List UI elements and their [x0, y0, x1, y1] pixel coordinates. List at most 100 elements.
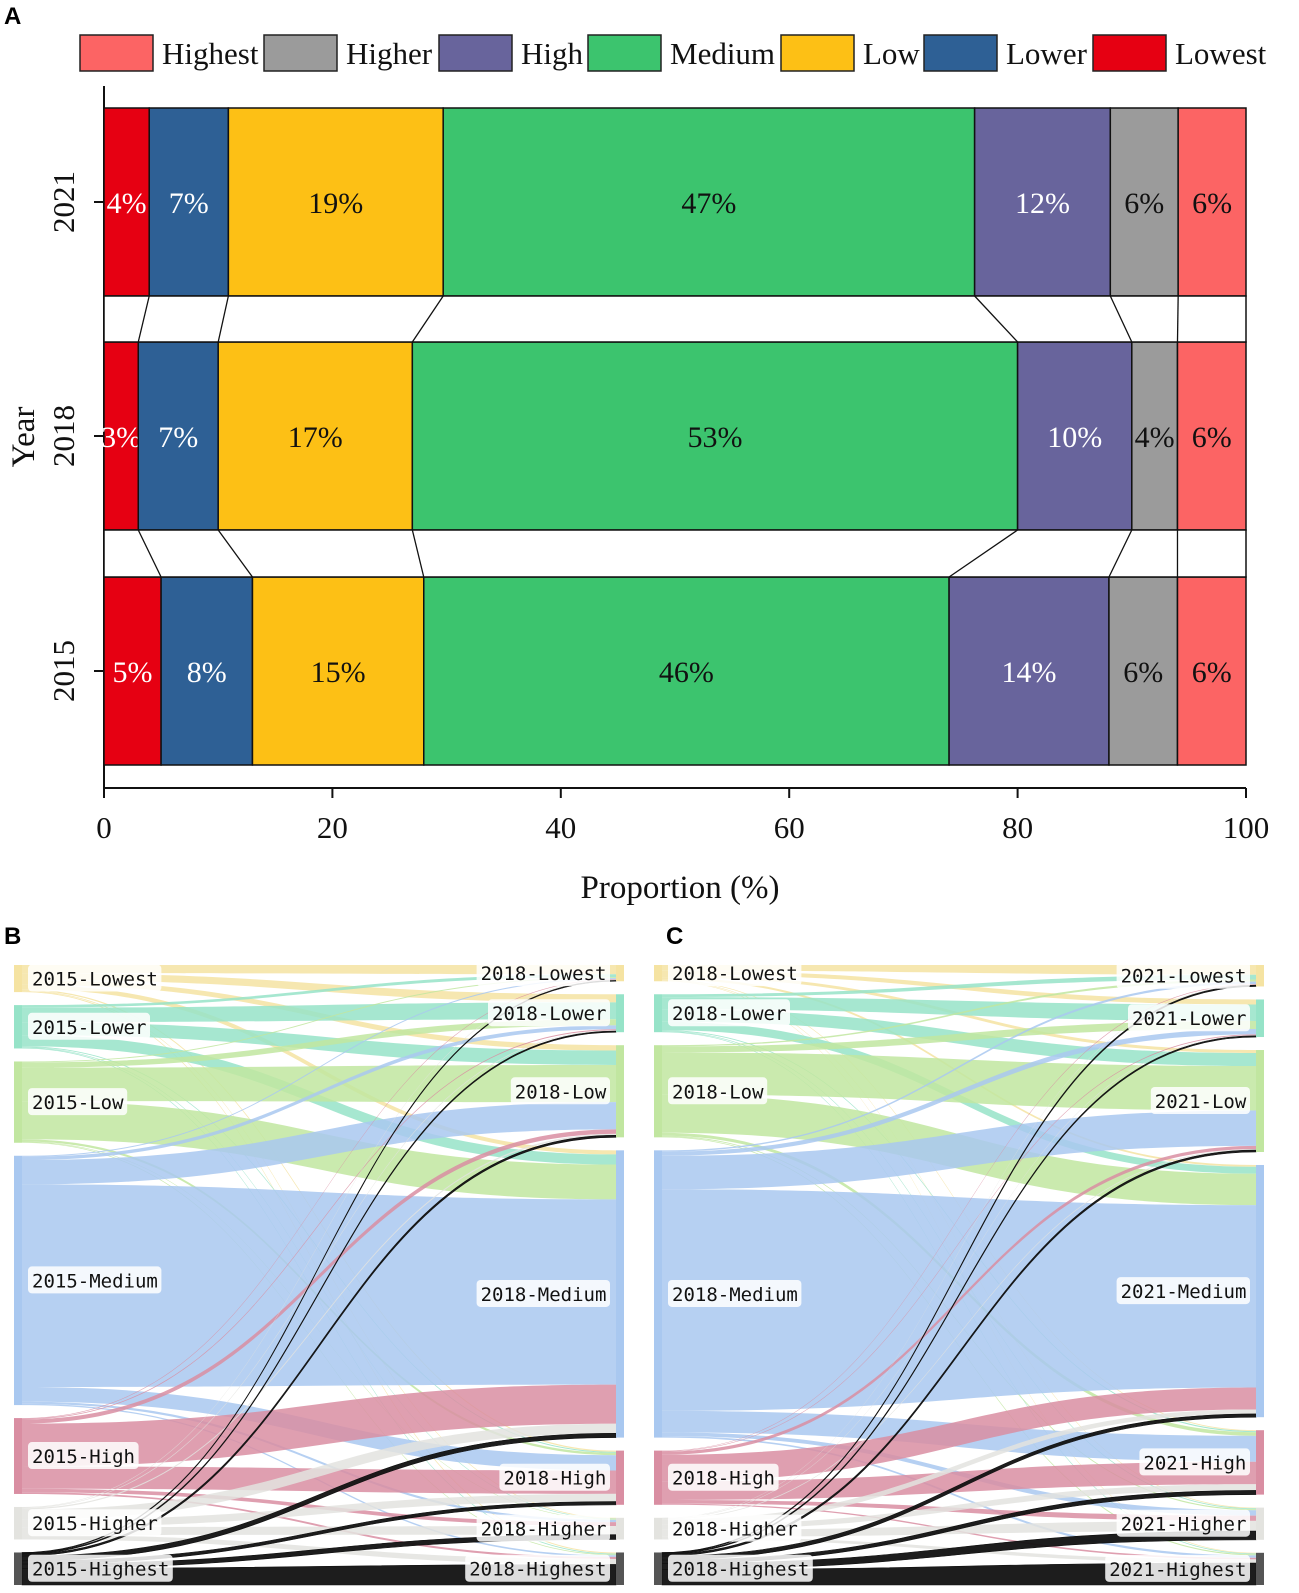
sankey-link-2-2 [662, 1052, 1256, 1111]
sankey-link-5-5 [22, 1526, 616, 1535]
node-label-2018-low: 2018-Low [515, 1081, 607, 1103]
sankey-node-2021-medium [1256, 1164, 1264, 1418]
legend-swatch-highest [79, 34, 154, 72]
legend-swatch-low [780, 34, 855, 72]
sankey-link-3-3 [22, 1184, 616, 1387]
stacked-bar-chart: A Highest Higher High Medium Low Lower Lowest 0 2… [4, 3, 1269, 906]
sankey-link-4-3 [662, 1387, 1256, 1482]
y-tick-label-2015: 2015 [46, 640, 81, 702]
legend-label-low: Low [863, 36, 920, 71]
sankey-link-4-6 [22, 1492, 616, 1559]
legend-label-lowest: Lowest [1175, 36, 1267, 71]
node-label-2018-lowest: 2018-Lowest [672, 963, 798, 985]
bar-label-2015-low: 15% [311, 656, 366, 689]
bar-2015-higher [1108, 576, 1179, 766]
node-label-2018-higher: 2018-Higher [672, 1519, 798, 1541]
node-label-2018-high: 2018-High [503, 1468, 606, 1490]
bar-2015-medium [423, 576, 950, 766]
bar-label-2018-high: 10% [1047, 421, 1102, 454]
sankey-link-4-2 [662, 1145, 1256, 1455]
node-label-bg [476, 1279, 610, 1307]
node-label-bg [668, 1514, 802, 1542]
sankey-link-3-5 [22, 1401, 616, 1523]
bar-label-2015-lowest: 5% [113, 656, 153, 689]
node-label-2021-highest: 2021-Highest [1109, 1559, 1246, 1581]
sankey-node-2018-lower [654, 994, 662, 1033]
sankey-node-2018-higher [616, 1517, 624, 1540]
sankey-node-2015-higher [14, 1506, 22, 1540]
bar-label-2021-highest: 6% [1192, 187, 1232, 220]
connector-line [137, 529, 162, 578]
connector-line [948, 529, 1018, 578]
connector-line [217, 295, 230, 343]
node-label-2021-higher: 2021-Higher [1121, 1514, 1247, 1536]
sankey-node-2018-lowest [616, 965, 624, 982]
connector-line [411, 529, 425, 578]
bar-label-2021-higher: 6% [1124, 187, 1164, 220]
node-label-bg [1150, 1087, 1250, 1115]
bar-2021-higher [1109, 107, 1179, 297]
sankey-link-5-3 [22, 1423, 616, 1520]
node-label-bg [499, 1463, 610, 1491]
bar-label-2015-highest: 6% [1192, 656, 1232, 689]
sankey-node-2018-low [616, 1045, 624, 1138]
sankey-link-6-4 [21, 1501, 617, 1565]
sankey-link-2-0 [662, 979, 1256, 1047]
node-label-2021-low: 2021-Low [1155, 1091, 1247, 1113]
bar-2015-highest [1176, 576, 1247, 766]
sankey-link-4-4 [662, 1461, 1256, 1501]
node-label-2021-lowest: 2021-Lowest [1121, 966, 1247, 988]
bar-label-2018-medium: 53% [687, 421, 742, 454]
sankey-link-2-0 [22, 977, 616, 1063]
node-label-2015-high: 2015-High [32, 1446, 135, 1468]
sankey-link-5-4 [662, 1484, 1256, 1530]
panel-letter-c: C [666, 923, 683, 950]
bar-label-2015-higher: 6% [1123, 656, 1163, 689]
sankey-link-1-1 [662, 997, 1256, 1021]
sankey-node-2021-high [1256, 1430, 1264, 1495]
y-tick-label-2021: 2021 [46, 171, 81, 233]
bar-2021-highest [1177, 107, 1247, 297]
sankey-link-3-0 [22, 978, 616, 1157]
sankey-node-2018-medium [616, 1150, 624, 1438]
node-label-bg [28, 964, 162, 992]
sankey-link-1-0 [22, 974, 616, 1008]
sankey-link-2-1 [662, 1020, 1256, 1053]
bar-label-2015-medium: 46% [659, 656, 714, 689]
bar-2018-low [217, 341, 414, 531]
connector-band [103, 295, 1247, 343]
legend-label-medium: Medium [670, 36, 775, 71]
sankey-link-3-1 [22, 1025, 616, 1161]
sankey-link-3-1 [662, 1028, 1256, 1156]
bar-2018-medium [411, 341, 1019, 531]
legend-swatch-higher [263, 34, 338, 72]
sankey-link-4-2 [22, 1129, 616, 1424]
sankey-node-2018-high [654, 1450, 662, 1505]
sankey-node-2018-lowest [654, 965, 662, 982]
node-label-bg [28, 1509, 162, 1537]
connector-band [103, 529, 1247, 578]
x-axis-title: Proportion (%) [581, 870, 780, 906]
sankey-link-4-0 [22, 979, 616, 1419]
node-label-2018-highest: 2018-Highest [672, 1559, 809, 1581]
sankey-node-2018-low [654, 1045, 662, 1138]
bar-label-2021-lower: 7% [169, 187, 209, 220]
node-label-bg [28, 1266, 162, 1294]
sankey-link-4-5 [662, 1500, 1256, 1521]
sankey-node-2015-lowest [14, 965, 22, 993]
sankey-link-0-0 [22, 965, 616, 975]
sankey-link-5-1 [22, 1030, 616, 1509]
sankey-link-5-2 [22, 1133, 616, 1510]
legend-swatch-high [438, 34, 513, 72]
x-tick-label: 60 [774, 810, 805, 845]
sankey-link-3-2 [662, 1110, 1256, 1190]
node-label-bg [668, 1279, 802, 1307]
node-label-2021-high: 2021-High [1143, 1452, 1246, 1474]
node-label-bg [1116, 1277, 1250, 1305]
sankey-link-6-4 [661, 1490, 1257, 1564]
node-label-2018-high: 2018-High [672, 1468, 775, 1490]
sankey-node-2018-higher [654, 1517, 662, 1540]
sankey-node-2021-low [1256, 1050, 1264, 1152]
sankey-link-4-4 [22, 1466, 616, 1494]
bar-label-2018-lowest: 3% [101, 421, 141, 454]
